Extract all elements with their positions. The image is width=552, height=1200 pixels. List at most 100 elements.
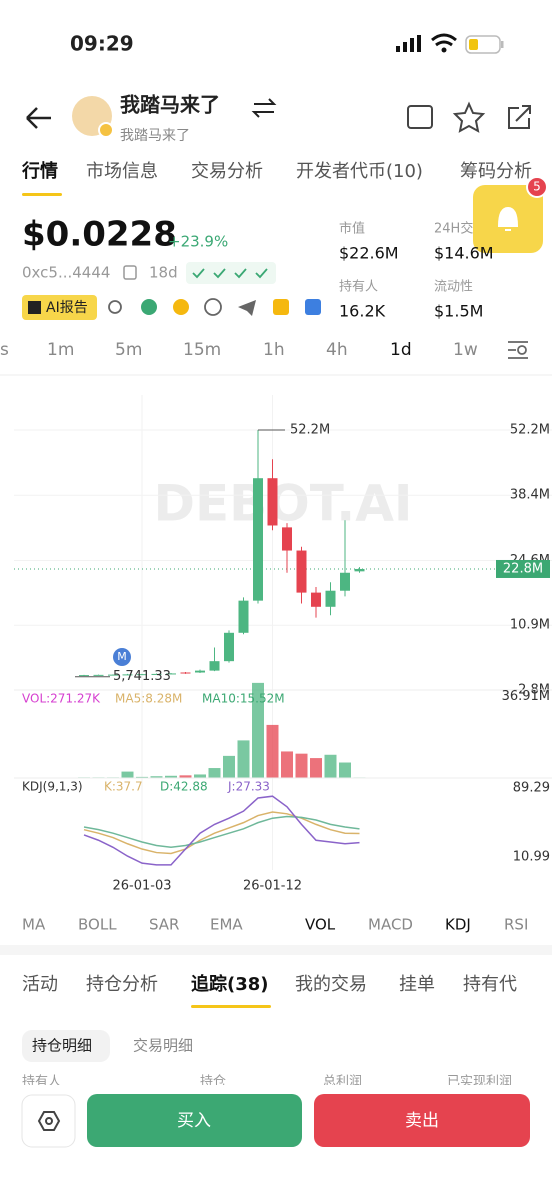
candle-body — [238, 600, 249, 633]
last-price-label: 22.8M — [503, 561, 543, 576]
copy-icon[interactable] — [123, 265, 137, 280]
checks — [186, 262, 276, 284]
swap-icon[interactable] — [251, 98, 277, 118]
sub-tab[interactable]: 交易明细 — [133, 1037, 193, 1055]
bottom-tab[interactable]: 挂单 — [399, 974, 435, 995]
settings-icon[interactable] — [508, 341, 528, 359]
volume-bar — [223, 755, 235, 778]
candle-body — [325, 590, 336, 607]
token-title: 我踏马来了 — [120, 93, 220, 117]
stat-value: $14.6M — [434, 244, 494, 263]
ai-label: AI报告 — [46, 300, 88, 316]
hex-icon — [37, 1111, 61, 1131]
tab[interactable]: 市场信息 — [86, 161, 158, 182]
buy-label: 买入 — [177, 1111, 211, 1131]
candle-body — [209, 661, 220, 671]
candle-body — [137, 674, 147, 676]
bottom-tab[interactable]: 追踪(38) — [191, 973, 269, 995]
tab[interactable]: 交易分析 — [191, 161, 263, 182]
candle-body — [253, 478, 263, 601]
bottom-tab[interactable]: 持有代 — [463, 974, 517, 995]
sell-button[interactable] — [314, 1094, 530, 1147]
interval[interactable]: 1m — [47, 340, 74, 360]
sub-tab[interactable]: 持仓明细 — [32, 1037, 92, 1055]
share-icon[interactable] — [508, 105, 531, 129]
stat-label: 市值 — [339, 221, 365, 237]
interval[interactable]: 1w — [453, 340, 478, 360]
interval[interactable]: 1d — [390, 340, 412, 360]
tab-underline — [191, 1005, 271, 1008]
candle-body — [224, 632, 234, 662]
volume-bar — [252, 682, 264, 778]
candle-body — [151, 673, 162, 675]
volume-bar — [339, 762, 351, 778]
stat-label: 持有人 — [339, 280, 378, 295]
candle-body — [93, 674, 104, 676]
indicator[interactable]: VOL — [305, 916, 336, 934]
vol-label: VOL:271.27K — [22, 692, 101, 706]
status-icons — [396, 33, 504, 54]
stat-value: 16.2K — [339, 302, 386, 321]
interval[interactable]: 4h — [326, 340, 348, 360]
kdj-label: KDJ(9,1,3) — [22, 780, 83, 794]
j-label: J:27.33 — [227, 780, 270, 794]
candle-body — [282, 527, 292, 551]
interval[interactable]: s — [0, 340, 9, 360]
tab[interactable]: 行情 — [21, 160, 58, 182]
check-icons — [192, 268, 268, 279]
volume-bar — [165, 775, 177, 778]
indicator[interactable]: RSI — [504, 916, 528, 934]
age: 18d — [149, 264, 178, 282]
indicator[interactable]: KDJ — [445, 916, 471, 934]
chart-icon[interactable] — [407, 105, 433, 129]
stat-label: 流动性 — [434, 280, 473, 295]
tab[interactable]: 筹码分析 — [460, 161, 532, 182]
more-button[interactable] — [21, 1094, 76, 1148]
volume-bar — [281, 751, 293, 778]
indicator[interactable]: MA — [22, 916, 46, 934]
y-tick-label: 10.99 — [513, 849, 550, 864]
candle-body — [267, 478, 278, 526]
candle-body — [122, 674, 133, 676]
sub-tab-active[interactable] — [22, 1030, 110, 1062]
watermark: DEBOT.AI — [153, 475, 412, 533]
back-button[interactable] — [26, 107, 51, 129]
ma10-label: MA10:15.52M — [202, 692, 285, 706]
high-label: 52.2M — [290, 422, 330, 437]
interval[interactable]: 1h — [263, 340, 285, 360]
indicator[interactable]: EMA — [210, 916, 243, 934]
bottom-tab[interactable]: 活动 — [22, 974, 58, 995]
kdj-line — [83, 815, 360, 849]
y-tick-label: 36.91M — [502, 689, 550, 704]
d-label: D:42.88 — [160, 780, 208, 794]
bottom-tab[interactable]: 我的交易 — [295, 974, 367, 995]
trade-marker-label: M — [117, 650, 127, 663]
address: 0xc5...4444 — [22, 264, 110, 282]
volume-bar — [237, 740, 250, 778]
star-icon[interactable] — [452, 101, 486, 133]
low-label: 5,741.33 — [113, 669, 171, 684]
stat-value: $1.5M — [434, 302, 483, 321]
kdj-line — [83, 795, 360, 866]
clock: 09:29 — [70, 32, 134, 56]
indicator[interactable]: MACD — [368, 916, 413, 934]
candle-body — [296, 550, 307, 593]
indicator[interactable]: SAR — [149, 916, 179, 934]
candle-body — [354, 568, 365, 572]
hex-dot — [45, 1117, 53, 1125]
interval[interactable]: 15m — [183, 340, 221, 360]
k-label: K:37.7 — [104, 780, 143, 794]
buy-button[interactable] — [87, 1094, 302, 1147]
sell-label: 卖出 — [405, 1111, 439, 1131]
ai-icon — [28, 301, 41, 314]
tab[interactable]: 开发者代币(10) — [296, 161, 423, 182]
badge-count: 5 — [533, 180, 541, 194]
indicator[interactable]: BOLL — [78, 916, 117, 934]
volume-bar — [194, 774, 206, 778]
volume-bar — [324, 754, 337, 778]
interval[interactable]: 5m — [115, 340, 142, 360]
price-change: +23.9% — [168, 233, 228, 251]
bottom-tab[interactable]: 持仓分析 — [86, 974, 158, 995]
candle-body — [340, 572, 350, 591]
